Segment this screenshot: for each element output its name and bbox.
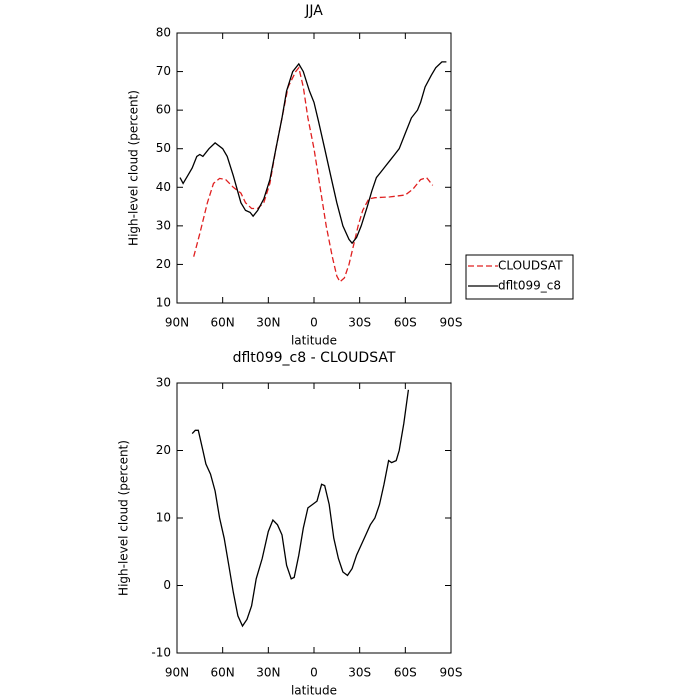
y-tick-label: 80	[156, 26, 171, 40]
x-tick-label: 0	[310, 316, 318, 330]
x-tick-label: 90S	[440, 666, 463, 680]
y-tick-label: -10	[151, 646, 171, 660]
x-tick-label: 90N	[165, 316, 189, 330]
x-tick-label: 60S	[394, 316, 417, 330]
x-tick-label: 30N	[256, 666, 280, 680]
line-series	[191, 389, 410, 628]
y-axis-label: High-level cloud (percent)	[117, 440, 131, 596]
chart-title: JJA	[304, 3, 323, 19]
y-tick-label: 10	[156, 511, 171, 525]
y-tick-label: 50	[156, 141, 171, 155]
legend-label: CLOUDSAT	[498, 259, 563, 273]
y-tick-label: 70	[156, 64, 171, 78]
line-series	[193, 66, 434, 283]
y-tick-label: 30	[156, 376, 171, 390]
y-tick-label: 20	[156, 443, 171, 457]
plot-frame	[176, 382, 452, 654]
x-tick-label: 60S	[394, 666, 417, 680]
y-tick-label: 30	[156, 218, 171, 232]
x-tick-label: 30S	[348, 666, 371, 680]
line-series	[179, 61, 447, 245]
y-tick-label: 10	[156, 296, 171, 310]
y-tick-label: 60	[156, 103, 171, 117]
y-axis-label: High-level cloud (percent)	[127, 90, 141, 246]
x-axis-label: latitude	[291, 334, 337, 348]
y-tick-label: 0	[163, 578, 171, 592]
x-tick-label: 90N	[165, 666, 189, 680]
x-tick-label: 0	[310, 666, 318, 680]
y-tick-label: 20	[156, 257, 171, 271]
chart-title: dflt099_c8 - CLOUDSAT	[233, 350, 396, 366]
legend-label: dflt099_c8	[498, 279, 561, 293]
x-tick-label: 30N	[256, 316, 280, 330]
x-tick-label: 30S	[348, 316, 371, 330]
legend-box	[465, 254, 574, 300]
plot-frame	[176, 32, 452, 304]
x-tick-label: 60N	[211, 316, 235, 330]
x-tick-label: 90S	[440, 316, 463, 330]
x-axis-label: latitude	[291, 684, 337, 698]
x-tick-label: 60N	[211, 666, 235, 680]
y-tick-label: 40	[156, 180, 171, 194]
